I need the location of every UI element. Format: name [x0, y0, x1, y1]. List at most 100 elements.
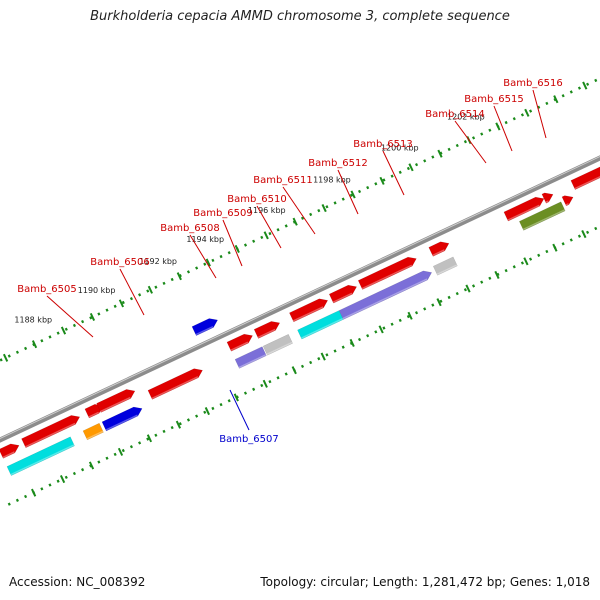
tick-dot	[268, 380, 272, 384]
gene-leader-1	[119, 268, 145, 316]
tick-dot	[105, 308, 109, 312]
gene-feature-10	[503, 196, 545, 222]
tick-dot	[414, 311, 419, 315]
tick-dot	[113, 304, 117, 308]
major-tick	[436, 298, 442, 307]
tick-dot	[15, 498, 19, 502]
tick-dot	[545, 249, 549, 254]
tick-dot	[455, 143, 459, 148]
tick-dot	[105, 456, 109, 460]
gene-feature-7-shine	[332, 292, 353, 303]
tick-dot	[64, 475, 68, 479]
gene-feature-20	[297, 310, 344, 340]
tick-dot	[40, 487, 44, 491]
tick-dot	[195, 414, 199, 418]
tick-dot	[357, 337, 362, 342]
tick-dot	[97, 312, 101, 316]
tick-dot	[0, 358, 3, 362]
gene-feature-10-shine	[507, 204, 540, 221]
tick-dot	[154, 433, 158, 437]
tick-label-6: 1200 kbp	[381, 143, 419, 152]
gene-feature-21-body	[338, 270, 433, 320]
tick-dot	[471, 284, 476, 288]
tick-dot	[423, 159, 427, 163]
tick-dot	[129, 445, 133, 449]
tick-dot	[463, 288, 467, 292]
gene-feature-1	[21, 415, 81, 449]
gene-feature-25-shine	[195, 325, 214, 336]
gene-feature-11-shine	[545, 200, 549, 203]
tick-dot	[276, 228, 280, 232]
gene-feature-15-shine	[86, 430, 104, 440]
gene-feature-24-body	[561, 195, 574, 207]
gene-label-3: Bamb_6508	[160, 223, 220, 234]
backbone-highlight	[0, 155, 600, 440]
tick-dot	[333, 201, 337, 205]
tick-dot	[260, 235, 264, 240]
tick-dot	[357, 189, 362, 194]
tick-dot	[545, 101, 549, 106]
gene-feature-5-shine	[257, 328, 276, 339]
gene-feature-8-body	[357, 256, 417, 290]
gene-feature-4	[226, 333, 253, 352]
tick-dot	[7, 502, 11, 506]
tick-dot	[398, 318, 402, 323]
gene-label-1: Bamb_6506	[90, 257, 150, 268]
gene-leader-5	[256, 205, 282, 249]
gene-label-4: Bamb_6509	[193, 208, 253, 219]
major-tick	[204, 406, 210, 416]
tick-dot	[121, 300, 125, 305]
tick-dot	[64, 327, 68, 331]
major-tick	[581, 230, 587, 239]
gene-feature-19	[262, 333, 294, 356]
gene-leader-7	[337, 169, 359, 215]
major-tick	[408, 163, 414, 172]
tick-dot	[325, 353, 329, 357]
tick-label-1: 1190 kbp	[78, 286, 116, 295]
major-tick	[88, 461, 95, 470]
tick-dot	[113, 452, 117, 457]
gene-leader-4	[222, 219, 243, 267]
gene-feature-9	[428, 241, 450, 257]
gene-feature-19-shine	[266, 341, 293, 356]
tick-dot	[325, 205, 329, 209]
major-tick	[234, 244, 240, 253]
tick-dot	[447, 295, 451, 300]
tick-dot	[382, 178, 386, 182]
tick-dot	[577, 234, 581, 238]
tick-dot	[252, 387, 256, 391]
major-tick	[117, 447, 124, 456]
gene-label-11: Bamb_6516	[503, 78, 563, 89]
tick-dot	[219, 402, 223, 407]
tick-dot	[260, 383, 264, 388]
gene-feature-20-body	[297, 310, 344, 340]
major-tick	[146, 434, 153, 443]
tick-dot	[284, 224, 288, 228]
major-tick	[60, 326, 67, 335]
gene-feature-11-body	[541, 192, 554, 204]
gene-feature-17-body	[147, 368, 203, 400]
tick-dot	[72, 471, 76, 476]
tick-dot	[162, 429, 166, 434]
gene-feature-10-body	[503, 196, 545, 222]
tick-dot	[406, 166, 410, 171]
tick-dot	[586, 230, 590, 234]
gene-feature-8	[357, 256, 417, 290]
gene-leader-8	[382, 150, 405, 196]
major-tick	[320, 352, 326, 361]
tick-dot	[488, 128, 492, 132]
gene-feature-0-shine	[2, 451, 15, 459]
tick-dot	[178, 422, 182, 426]
gene-feature-23-shine	[522, 209, 566, 231]
gene-feature-14-body	[6, 436, 75, 476]
tick-label-2: 1192 kbp	[139, 257, 177, 266]
tick-dot	[97, 460, 101, 464]
gene-label-7: Bamb_6512	[308, 158, 368, 169]
gene-feature-3	[96, 389, 136, 413]
tick-dot	[211, 258, 215, 263]
tick-dot	[243, 391, 248, 395]
tick-dot	[243, 243, 248, 247]
gene-feature-12-body	[570, 166, 600, 190]
major-tick	[553, 95, 559, 104]
gene-feature-16-shine	[105, 414, 138, 431]
